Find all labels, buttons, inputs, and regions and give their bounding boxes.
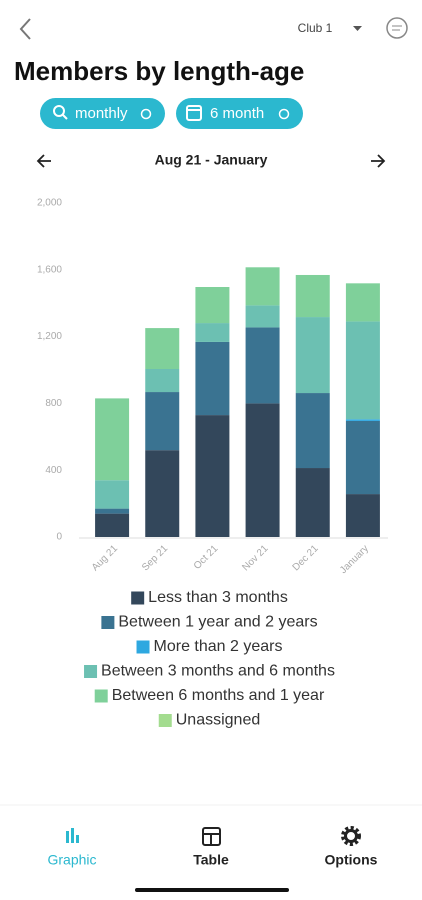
bar-segment (145, 450, 180, 537)
bar-segment (345, 283, 380, 322)
legend-swatch (131, 591, 145, 605)
legend-swatch (101, 616, 115, 629)
bar-segment (295, 468, 330, 537)
y-tick-label: 0 (56, 532, 62, 543)
legend-label: Unassigned (176, 712, 261, 729)
legend-swatch (158, 714, 172, 727)
club-selector[interactable]: Club 1 (298, 21, 333, 35)
x-tick-label: Aug 21 (90, 543, 120, 573)
next-period[interactable] (371, 154, 386, 168)
legend-swatch (94, 689, 108, 703)
y-tick-label: 2,000 (37, 198, 62, 209)
legend-label: Between 3 months and 6 months (101, 663, 335, 680)
filter-label: 6 month (210, 105, 264, 122)
bar-segment (245, 327, 280, 404)
filter-monthly[interactable]: monthly (40, 98, 165, 129)
filter-label: monthly (75, 105, 128, 122)
bar-segment (145, 328, 180, 369)
tab-options[interactable]: Options (325, 826, 378, 868)
x-tick-label: Dec 21 (291, 543, 321, 573)
x-tick-label: Nov 21 (240, 543, 270, 573)
prev-period[interactable] (36, 154, 51, 168)
bar-segment (345, 494, 380, 537)
bar-segment (295, 393, 330, 469)
chart: 0 400 800 1,200 1,600 2,000 Aug 21 Sep 21 Oct 21… (37, 198, 388, 576)
bar-segment (95, 480, 130, 509)
y-tick-label: 400 (45, 465, 62, 476)
chat-button[interactable] (386, 17, 408, 39)
legend-swatch (136, 640, 150, 654)
bar-segment (145, 368, 180, 393)
bar-segment (145, 392, 180, 451)
bar-segment (95, 513, 130, 537)
filter-period[interactable]: 6 month (176, 98, 303, 129)
bar-segment (95, 508, 130, 514)
bar-segment (95, 398, 130, 481)
bar-segment (345, 321, 380, 420)
legend: Less than 3 months Between 1 year and 2 y… (84, 589, 335, 729)
bar-segment (245, 267, 280, 306)
x-tick-label: Oct 21 (192, 543, 221, 572)
legend-swatch (84, 665, 98, 678)
bar-segment (195, 415, 230, 537)
tab-label: Table (193, 852, 229, 868)
legend-label: Less than 3 months (148, 589, 288, 606)
legend-label: Between 1 year and 2 years (118, 614, 317, 631)
home-indicator (135, 888, 289, 892)
bar-segment (245, 305, 280, 328)
bar-segment (345, 419, 380, 421)
club-dropdown[interactable] (353, 26, 362, 31)
back-button[interactable] (19, 18, 31, 40)
legend-label: Between 6 months and 1 year (112, 687, 325, 704)
y-tick-label: 1,600 (37, 264, 62, 275)
bar-segment (295, 317, 330, 394)
period-label: Aug 21 - January (155, 152, 268, 168)
y-tick-label: 800 (45, 398, 62, 409)
bar-segment (195, 323, 230, 342)
x-tick-label: January (338, 543, 371, 576)
bar-segment (295, 274, 330, 318)
page-title: Members by length-age (14, 56, 304, 86)
bar-segment (245, 403, 280, 537)
tab-table[interactable]: Table (193, 827, 229, 868)
y-tick-label: 1,200 (37, 331, 62, 342)
bar-segment (195, 341, 230, 416)
tab-label: Graphic (47, 852, 96, 868)
tab-graphic[interactable]: Graphic (47, 828, 97, 868)
tab-label: Options (325, 852, 378, 868)
x-tick-label: Sep 21 (140, 543, 170, 573)
legend-label: More than 2 years (154, 638, 283, 655)
bar-segment (345, 420, 380, 495)
bar-segment (195, 287, 230, 324)
